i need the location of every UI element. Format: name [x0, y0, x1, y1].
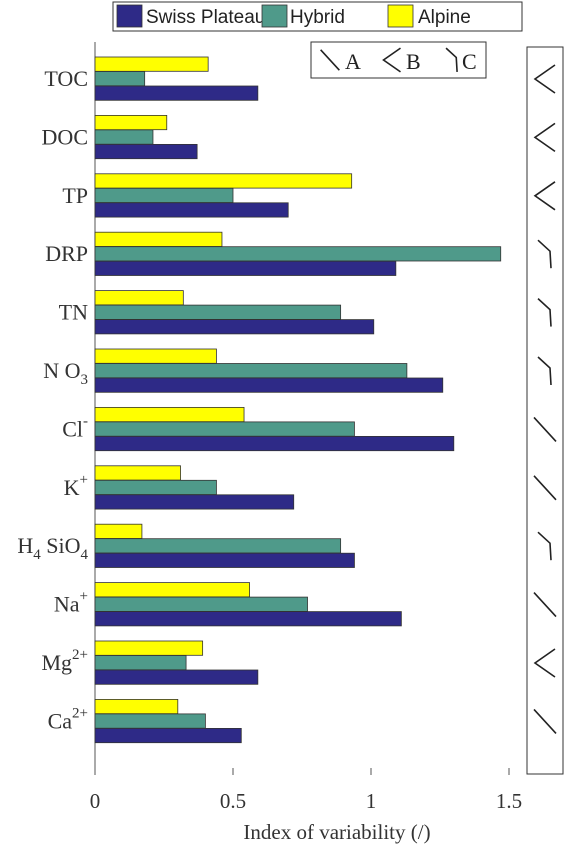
category-label: DOC [42, 124, 88, 149]
pattern-legend-label: C [462, 49, 477, 74]
category-label: TP [62, 183, 88, 208]
pattern-c-icon [537, 239, 552, 269]
pattern-legend-label: B [406, 49, 421, 74]
pattern-c-icon [537, 531, 552, 561]
pattern-c-icon [537, 298, 552, 327]
pattern-legend-c-icon [445, 47, 458, 72]
category-label: TN [59, 300, 88, 325]
pattern-b-icon [533, 122, 556, 153]
legend-label: Swiss Plateau [146, 7, 265, 28]
legend: Swiss Plateau Hybrid Alpine [112, 1, 523, 32]
x-tick-label: 0.5 [220, 789, 246, 813]
x-tick-label: 1 [366, 789, 377, 813]
category-label: K+ [64, 472, 88, 500]
bar-mg2-swiss-plateau [94, 669, 259, 685]
bar-doc-swiss-plateau [94, 143, 198, 160]
bar-ca2-hybrid [94, 713, 206, 729]
legend-box [112, 1, 523, 32]
bar-tp-hybrid [94, 187, 234, 204]
legend-label: Alpine [418, 7, 471, 28]
pattern-legend-box [310, 41, 487, 79]
category-label: H4 SiO4 [17, 533, 88, 563]
pattern-a-icon [533, 592, 557, 618]
pattern-b-icon [533, 648, 556, 678]
bar-mg2-alpine [94, 640, 204, 656]
category-label: Mg2+ [41, 647, 88, 675]
x-axis-label: Index of variability (/) [243, 820, 430, 844]
legend-swatch-alpine [387, 4, 414, 28]
bar-tn-swiss-plateau [94, 319, 375, 335]
pattern-legend: A B C [310, 41, 487, 79]
pattern-column [526, 46, 564, 775]
bar-toc-hybrid [94, 71, 146, 87]
category-label: Ca2+ [48, 705, 88, 733]
bar-h4sio4-alpine [94, 523, 143, 539]
category-label: TOC [44, 66, 88, 91]
bar-mg2-hybrid [94, 655, 187, 671]
legend-swatch-swiss-plateau [116, 4, 143, 28]
bar-tn-hybrid [94, 304, 342, 320]
bar-ca2-swiss-plateau [94, 728, 242, 744]
bar-no3-swiss-plateau [94, 377, 444, 393]
pattern-a-icon [533, 708, 557, 734]
bar-na-swiss-plateau [94, 611, 402, 627]
x-tick-label: 0 [90, 789, 101, 813]
x-axis-ticks: 0 0.5 1 1.5 [90, 768, 522, 813]
bar-drp-swiss-plateau [94, 260, 397, 276]
bar-ca2-alpine [94, 699, 179, 715]
pattern-legend-b-icon [382, 47, 401, 73]
category-label: Cl- [62, 413, 88, 441]
bars-group [94, 56, 502, 744]
pattern-a-icon [533, 416, 557, 442]
bar-drp-alpine [94, 231, 223, 247]
bar-na-alpine [94, 582, 250, 598]
category-label: DRP [45, 241, 88, 266]
legend-label: Hybrid [290, 7, 345, 28]
bar-no3-hybrid [94, 363, 408, 379]
bar-cl-swiss-plateau [94, 435, 455, 452]
bar-k-hybrid [94, 479, 217, 495]
pattern-legend-label: A [345, 49, 361, 74]
bar-k-swiss-plateau [94, 494, 295, 510]
pattern-b-icon [533, 64, 556, 94]
pattern-column-box [526, 46, 564, 775]
bar-h4sio4-swiss-plateau [94, 552, 355, 568]
bar-doc-hybrid [94, 129, 154, 145]
bar-h4sio4-hybrid [94, 538, 342, 554]
pattern-a-icon [533, 475, 557, 501]
bar-toc-swiss-plateau [94, 85, 259, 101]
bar-cl-hybrid [94, 421, 355, 437]
legend-swatch-hybrid [261, 4, 288, 28]
bar-tp-alpine [94, 173, 353, 189]
x-tick-label: 1.5 [496, 789, 522, 813]
category-labels: TOC DOC TP DRP TN N O3 Cl- K+ H4 SiO4 Na+ Mg2+ Ca2+ [17, 66, 88, 733]
category-label: N O3 [43, 358, 88, 388]
bar-cl-alpine [94, 406, 245, 423]
bar-na-hybrid [94, 596, 308, 612]
category-label: Na+ [54, 589, 88, 617]
bar-tn-alpine [94, 290, 184, 306]
bar-no3-alpine [94, 348, 217, 364]
bar-k-alpine [94, 465, 181, 481]
pattern-b-icon [533, 181, 556, 211]
bar-toc-alpine [94, 56, 209, 72]
bar-drp-hybrid [94, 246, 502, 262]
pattern-c-icon [537, 356, 552, 386]
pattern-legend-a-icon [320, 49, 340, 71]
bar-doc-alpine [94, 115, 168, 131]
bar-tp-swiss-plateau [94, 202, 289, 218]
